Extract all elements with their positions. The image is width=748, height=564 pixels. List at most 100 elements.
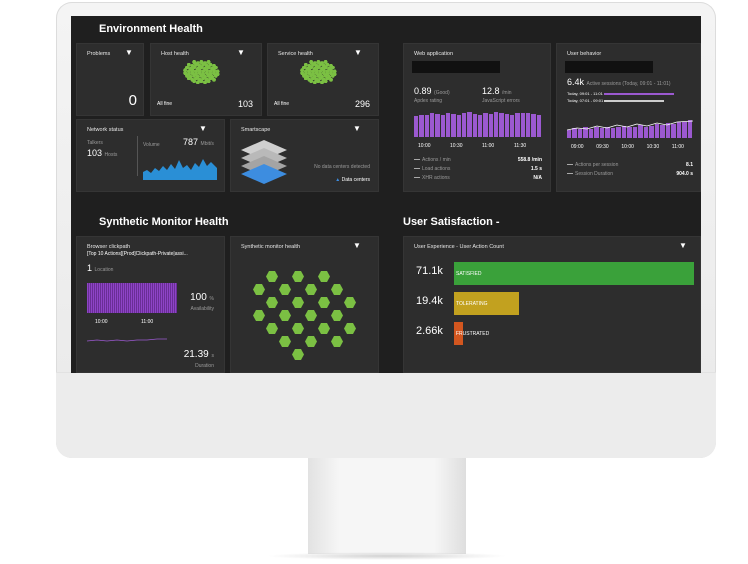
volume-area xyxy=(143,159,217,180)
ux-bar[interactable] xyxy=(454,262,694,285)
chart-bar xyxy=(660,125,665,138)
browser-clickpath-tile[interactable]: Browser clickpath [Top 10 Actions][Prod]… xyxy=(76,236,225,373)
volume-unit: Mbit/s xyxy=(200,141,214,147)
chart-bar xyxy=(567,130,572,138)
legend-today: Today, 09:01 - 11:01 xyxy=(567,91,675,96)
health-hexagon xyxy=(206,73,211,78)
filter-icon[interactable]: ▼ xyxy=(125,48,133,57)
synthetic-monitor-hexagon[interactable] xyxy=(279,284,291,295)
synthetic-monitor-hexagon[interactable] xyxy=(305,336,317,347)
host-health-tile[interactable]: Host health ▼ All fine 103 xyxy=(150,43,262,116)
synthetic-monitor-hexagon[interactable] xyxy=(292,349,304,360)
chart-bar xyxy=(472,114,477,137)
synthetic-monitor-health-tile[interactable]: Synthetic monitor health ▼ xyxy=(230,236,379,373)
chart-bar xyxy=(510,115,515,137)
synthetic-monitor-hexagon[interactable] xyxy=(279,336,291,347)
availability-stripe xyxy=(167,283,168,313)
health-hexagon xyxy=(325,62,330,67)
health-hexagon xyxy=(215,69,220,74)
apdex-number: 0.89 xyxy=(414,86,432,96)
active-sessions-label: Active sessions (Today, 09:01 - 11:01) xyxy=(586,81,671,87)
health-hexagon xyxy=(330,65,335,70)
filter-icon[interactable]: ▼ xyxy=(353,124,361,133)
chart-bar xyxy=(446,112,451,137)
web-app-selector[interactable] xyxy=(412,61,500,73)
availability-stripe xyxy=(111,283,112,313)
filter-icon[interactable]: ▼ xyxy=(679,241,687,250)
legend-today-label: Today, 09:01 - 11:01 xyxy=(567,91,603,96)
filter-icon[interactable]: ▼ xyxy=(199,124,207,133)
smartscape-tile[interactable]: Smartscape ▼ No data centers detected ▲ … xyxy=(230,119,379,192)
synthetic-monitor-hexagon[interactable] xyxy=(279,310,291,321)
health-hexagon xyxy=(309,60,314,64)
health-hexagon xyxy=(188,66,193,71)
filter-icon[interactable]: ▼ xyxy=(354,48,362,57)
web-application-tile[interactable]: Web application 0.89 (Good) Apdex rating… xyxy=(403,43,551,192)
ux-bar[interactable] xyxy=(454,292,519,315)
synthetic-monitor-hexagon[interactable] xyxy=(318,297,330,308)
synthetic-honeycomb xyxy=(253,271,363,361)
data-centers-link[interactable]: ▲ Data centers xyxy=(335,177,370,183)
synthetic-monitor-hexagon[interactable] xyxy=(292,271,304,282)
synthetic-monitor-hexagon[interactable] xyxy=(331,336,343,347)
talkers-number: 103 xyxy=(87,148,103,158)
filter-icon[interactable]: ▼ xyxy=(353,241,361,250)
user-behavior-selector[interactable] xyxy=(565,61,653,73)
legend-earlier-bar xyxy=(604,99,665,102)
chart-bar xyxy=(435,114,440,137)
health-hexagon xyxy=(314,63,319,68)
health-hexagon xyxy=(193,72,199,77)
synthetic-monitor-hexagon[interactable] xyxy=(266,323,278,334)
js-errors-value: 12.8 /min xyxy=(482,86,512,96)
health-hexagon xyxy=(202,66,208,71)
availability-stripe xyxy=(87,283,88,313)
availability-number: 100 xyxy=(190,292,207,303)
metric-row: Session Duration 904.0 s xyxy=(567,169,693,178)
synthetic-monitor-hexagon[interactable] xyxy=(266,297,278,308)
synthetic-monitor-hexagon[interactable] xyxy=(253,310,265,321)
health-hexagon xyxy=(316,65,321,70)
health-hexagon xyxy=(325,72,330,77)
synthetic-monitor-hexagon[interactable] xyxy=(292,297,304,308)
host-health-title: Host health xyxy=(161,51,189,57)
smartscape-title: Smartscape xyxy=(241,127,271,133)
health-hexagon xyxy=(213,73,218,78)
synthetic-monitor-hexagon[interactable] xyxy=(331,310,343,321)
health-hexagon xyxy=(186,76,191,81)
service-health-tile[interactable]: Service health ▼ All fine 296 xyxy=(267,43,379,116)
availability-label: Availability xyxy=(190,306,214,312)
environment-health-title: Environment Health xyxy=(99,23,203,35)
synthetic-monitor-hexagon[interactable] xyxy=(305,310,317,321)
health-hexagon xyxy=(195,61,200,66)
synthetic-monitor-hexagon[interactable] xyxy=(331,284,343,295)
network-status-tile[interactable]: Network status ▼ Talkers 103 Hosts Volum… xyxy=(76,119,225,192)
synthetic-monitor-hexagon[interactable] xyxy=(253,284,265,295)
health-hexagon xyxy=(312,61,317,66)
availability-stripe xyxy=(175,283,176,313)
synthetic-monitor-hexagon[interactable] xyxy=(292,323,304,334)
ux-bar[interactable] xyxy=(454,322,463,345)
chart-bar xyxy=(638,124,643,138)
synthetic-monitor-hexagon[interactable] xyxy=(305,284,317,295)
legend-line-icon xyxy=(414,167,420,169)
health-hexagon xyxy=(327,66,332,71)
synthetic-monitor-hexagon[interactable] xyxy=(266,271,278,282)
problems-tile[interactable]: Problems ▼ 0 xyxy=(76,43,144,116)
chart-bar xyxy=(687,120,692,138)
synthetic-monitor-hexagon[interactable] xyxy=(344,323,356,334)
apdex-tag: (Good) xyxy=(434,90,450,96)
user-behavior-tile[interactable]: User behavior 6.4k Active sessions (Toda… xyxy=(556,43,701,192)
health-hexagon xyxy=(310,76,316,81)
availability-stripe xyxy=(151,283,152,313)
synthetic-monitor-hexagon[interactable] xyxy=(344,297,356,308)
synthetic-monitor-hexagon[interactable] xyxy=(318,271,330,282)
clickpath-title: Browser clickpath xyxy=(87,244,131,250)
health-hexagon xyxy=(201,62,206,67)
synthetic-monitor-hexagon[interactable] xyxy=(318,323,330,334)
user-experience-tile[interactable]: User Experience - User Action Count ▼ 71… xyxy=(403,236,701,373)
chart-bar xyxy=(594,127,599,138)
legend-line-icon xyxy=(414,158,420,160)
chart-bar xyxy=(499,112,504,137)
smartscape-layers-icon xyxy=(241,140,287,184)
filter-icon[interactable]: ▼ xyxy=(237,48,245,57)
